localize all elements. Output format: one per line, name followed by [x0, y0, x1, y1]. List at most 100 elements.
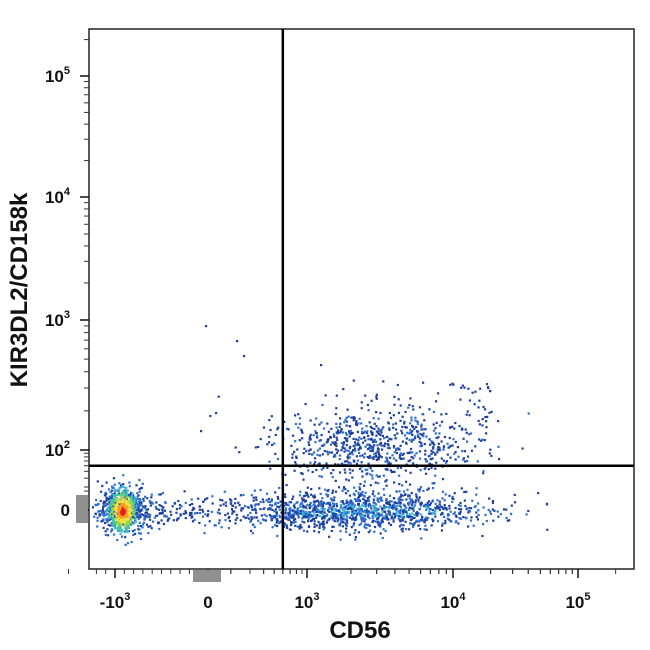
event-dot: [128, 493, 132, 496]
event-dot: [434, 507, 437, 510]
event-dot: [102, 510, 105, 513]
event-dot: [438, 446, 441, 449]
event-dot: [413, 522, 416, 525]
event-dot: [439, 505, 442, 508]
event-dot: [398, 509, 401, 512]
event-dot: [342, 506, 345, 509]
event-dot: [138, 504, 141, 507]
event-dot: [377, 482, 380, 485]
event-dot: [313, 529, 316, 533]
event-dot: [121, 492, 125, 495]
event-dot: [110, 517, 113, 520]
event-dot: [235, 513, 238, 516]
event-dot: [384, 506, 387, 509]
event-dot: [498, 458, 501, 461]
event-dot: [341, 507, 344, 510]
event-dot: [418, 406, 421, 409]
event-dot: [438, 424, 442, 427]
event-dot: [360, 437, 363, 440]
event-dot: [115, 497, 118, 500]
event-dot: [112, 506, 115, 510]
event-dot: [148, 500, 151, 503]
event-dot: [120, 493, 123, 496]
event-dot: [423, 443, 426, 446]
event-dot: [358, 417, 361, 420]
event-dot: [301, 502, 304, 505]
event-dot: [361, 430, 364, 433]
event-dot: [318, 515, 321, 518]
event-dot: [371, 441, 375, 444]
event-dot: [414, 419, 417, 422]
event-dot: [345, 460, 348, 463]
event-dot: [392, 457, 395, 460]
event-dot: [145, 511, 148, 514]
event-dot: [106, 513, 109, 516]
event-dot: [451, 495, 454, 498]
event-dot: [140, 538, 143, 541]
event-dot: [426, 501, 429, 505]
event-dot: [254, 503, 257, 506]
event-dot: [398, 490, 401, 493]
event-dot: [221, 499, 224, 502]
event-dot: [463, 490, 466, 494]
event-dot: [503, 508, 506, 511]
event-dot: [302, 452, 305, 455]
event-dot: [201, 515, 204, 518]
event-dot: [387, 422, 390, 425]
event-dot: [262, 500, 265, 504]
event-dot: [315, 508, 318, 511]
event-dot: [289, 501, 292, 504]
event-dot: [436, 505, 439, 508]
event-dot: [488, 497, 491, 500]
event-dot: [266, 492, 269, 495]
event-dot: [386, 443, 389, 446]
event-dot: [355, 462, 359, 465]
event-dot: [475, 511, 478, 514]
event-dot: [418, 450, 421, 453]
event-dot: [307, 517, 310, 521]
event-dot: [345, 511, 348, 514]
event-dot: [309, 448, 312, 451]
event-dot: [505, 508, 508, 511]
event-dot: [345, 424, 348, 427]
event-dot: [354, 518, 358, 521]
event-dot: [293, 469, 296, 472]
event-dot: [378, 475, 381, 478]
event-dot: [292, 495, 295, 498]
event-dot: [141, 526, 144, 529]
event-dot: [377, 524, 380, 527]
event-dot: [404, 410, 407, 414]
event-dot: [108, 519, 111, 522]
event-dot: [148, 515, 151, 519]
event-dot: [253, 489, 256, 492]
event-dot: [102, 518, 105, 521]
event-dot: [287, 504, 290, 507]
event-dot: [132, 509, 135, 512]
event-dot: [328, 507, 331, 510]
event-dot: [143, 515, 146, 519]
event-dot: [363, 452, 366, 455]
event-dot: [387, 512, 390, 515]
event-dot: [417, 524, 420, 527]
event-dot: [157, 522, 160, 525]
event-dot: [395, 511, 398, 514]
event-dot: [416, 431, 419, 434]
event-dot: [178, 503, 181, 507]
event-dot: [331, 512, 334, 515]
event-dot: [242, 515, 245, 518]
event-dot: [468, 414, 471, 417]
event-dot: [332, 518, 335, 521]
event-dot: [305, 514, 308, 517]
event-dot: [350, 416, 353, 419]
event-dot: [373, 530, 376, 533]
event-dot: [131, 495, 134, 498]
event-dot: [412, 425, 415, 429]
event-dot: [392, 512, 395, 515]
event-dot: [395, 490, 398, 493]
event-dot: [331, 516, 334, 519]
event-dot: [309, 501, 312, 505]
event-dot: [111, 524, 114, 527]
event-dot: [462, 437, 465, 440]
event-dot: [403, 434, 407, 437]
event-dot: [150, 527, 153, 530]
